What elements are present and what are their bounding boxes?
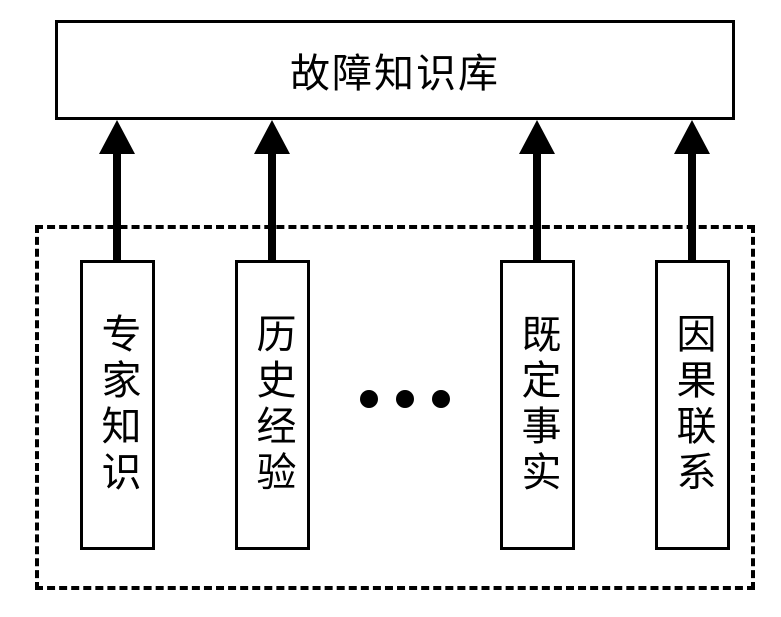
source-box-expert-knowledge: 专家知识 [80, 260, 155, 550]
source-box-established-facts: 既定事实 [500, 260, 575, 550]
source-label: 历史经验 [253, 313, 293, 497]
ellipsis-more-sources [360, 390, 450, 408]
ellipsis-dot [360, 390, 378, 408]
source-label: 专家知识 [98, 313, 138, 497]
ellipsis-dot [432, 390, 450, 408]
arrow-expert-to-kb [99, 120, 135, 260]
source-box-causal-relations: 因果联系 [655, 260, 730, 550]
ellipsis-dot [396, 390, 414, 408]
source-box-historical-experience: 历史经验 [235, 260, 310, 550]
source-label: 既定事实 [518, 313, 558, 497]
arrow-causal-to-kb [674, 120, 710, 260]
knowledge-base-box: 故障知识库 [55, 20, 735, 120]
source-label: 因果联系 [673, 313, 713, 497]
arrow-history-to-kb [254, 120, 290, 260]
arrow-facts-to-kb [519, 120, 555, 260]
knowledge-base-label: 故障知识库 [290, 41, 500, 99]
